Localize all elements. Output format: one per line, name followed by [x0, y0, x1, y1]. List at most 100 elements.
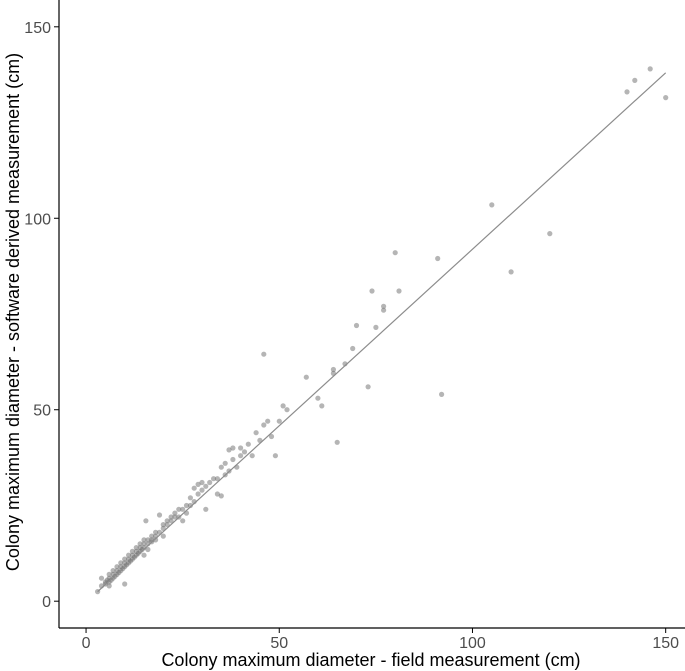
- data-point-13: [110, 568, 116, 574]
- x-tick-label: 50: [270, 635, 288, 652]
- x-axis-ticks: 0 50 100 150: [82, 628, 679, 652]
- data-point-133: [547, 231, 553, 237]
- data-point-137: [663, 95, 669, 101]
- data-point-30: [126, 552, 132, 558]
- data-point-100: [241, 449, 248, 455]
- y-tick-label: 150: [24, 20, 51, 37]
- fit-line: [97, 72, 667, 593]
- data-point-109: [272, 453, 278, 459]
- data-point-127: [392, 250, 398, 256]
- data-point-90: [218, 493, 224, 499]
- data-point-53: [149, 533, 155, 539]
- data-point-64: [164, 518, 170, 524]
- data-point-125: [381, 307, 387, 313]
- data-point-76: [187, 502, 193, 509]
- data-point-99: [238, 445, 244, 451]
- data-point-123: [369, 288, 375, 294]
- y-axis-title: Colony maximum diameter - software deriv…: [3, 53, 23, 571]
- data-point-57: [153, 537, 159, 543]
- data-point-69: [176, 506, 182, 512]
- data-point-80: [195, 481, 201, 487]
- data-point-112: [284, 407, 290, 413]
- data-point-121: [353, 322, 360, 329]
- data-point-66: [168, 514, 174, 520]
- data-point-108: [268, 433, 275, 440]
- data-point-82: [199, 487, 205, 493]
- data-point-105: [261, 351, 267, 357]
- data-point-94: [226, 447, 232, 453]
- data-point-79: [195, 491, 201, 497]
- data-point-118: [334, 439, 340, 445]
- data-point-87: [214, 476, 220, 482]
- data-point-116: [330, 366, 336, 373]
- data-point-89: [218, 464, 224, 470]
- data-point-81: [199, 479, 205, 486]
- x-tick-label: 0: [82, 635, 91, 652]
- data-point-38: [133, 545, 139, 551]
- data-point-103: [253, 430, 259, 436]
- data-point-34: [129, 548, 135, 555]
- data-point-48: [143, 518, 149, 524]
- data-point-126: [381, 303, 387, 309]
- data-point-62: [160, 533, 166, 539]
- data-point-71: [180, 506, 186, 512]
- y-axis-ticks: 0 50 100 150: [24, 20, 59, 611]
- data-point-47: [141, 552, 147, 558]
- data-point-111: [280, 403, 286, 409]
- x-tick-label: 150: [652, 635, 679, 652]
- data-point-95: [230, 445, 236, 451]
- data-point-98: [238, 453, 244, 459]
- data-point-23: [122, 581, 128, 587]
- data-point-106: [261, 422, 267, 428]
- data-point-130: [439, 391, 445, 397]
- data-point-136: [647, 66, 653, 72]
- data-point-85: [207, 479, 213, 486]
- data-point-67: [172, 514, 178, 520]
- data-point-63: [164, 522, 170, 528]
- data-point-2: [98, 575, 105, 581]
- data-point-132: [508, 269, 514, 275]
- y-tick-label: 0: [42, 594, 51, 611]
- data-points: [95, 66, 669, 595]
- data-point-6: [106, 583, 112, 589]
- data-point-86: [211, 476, 217, 482]
- data-point-42: [137, 541, 143, 547]
- data-point-122: [365, 384, 371, 390]
- y-tick-label: 50: [33, 403, 51, 420]
- data-point-91: [222, 460, 228, 466]
- data-point-9: [106, 571, 112, 578]
- data-point-88: [214, 491, 220, 497]
- data-point-65: [168, 518, 174, 524]
- data-point-131: [489, 202, 495, 208]
- data-point-115: [319, 403, 325, 409]
- data-point-101: [245, 441, 251, 447]
- data-point-134: [624, 89, 630, 95]
- data-point-72: [180, 518, 186, 524]
- data-point-129: [435, 255, 441, 262]
- data-point-17: [114, 564, 120, 570]
- data-point-84: [203, 483, 209, 489]
- data-point-59: [156, 512, 163, 518]
- y-tick-label: 100: [24, 211, 51, 228]
- data-point-110: [276, 418, 282, 424]
- data-point-107: [265, 418, 271, 424]
- data-point-135: [632, 77, 638, 83]
- data-point-102: [249, 453, 255, 459]
- data-point-96: [230, 456, 236, 463]
- x-tick-label: 100: [459, 635, 486, 652]
- data-point-114: [315, 395, 321, 401]
- data-point-45: [141, 541, 147, 547]
- data-point-26: [122, 556, 128, 562]
- data-point-51: [145, 546, 151, 553]
- data-point-46: [141, 537, 147, 543]
- data-point-61: [160, 522, 166, 528]
- data-point-128: [396, 288, 402, 294]
- data-point-21: [118, 560, 124, 566]
- x-axis-title: Colony maximum diameter - field measurem…: [161, 650, 580, 670]
- data-point-68: [172, 510, 178, 516]
- data-point-74: [183, 510, 190, 516]
- data-point-73: [183, 502, 190, 509]
- data-point-83: [203, 506, 209, 512]
- data-point-78: [191, 485, 197, 491]
